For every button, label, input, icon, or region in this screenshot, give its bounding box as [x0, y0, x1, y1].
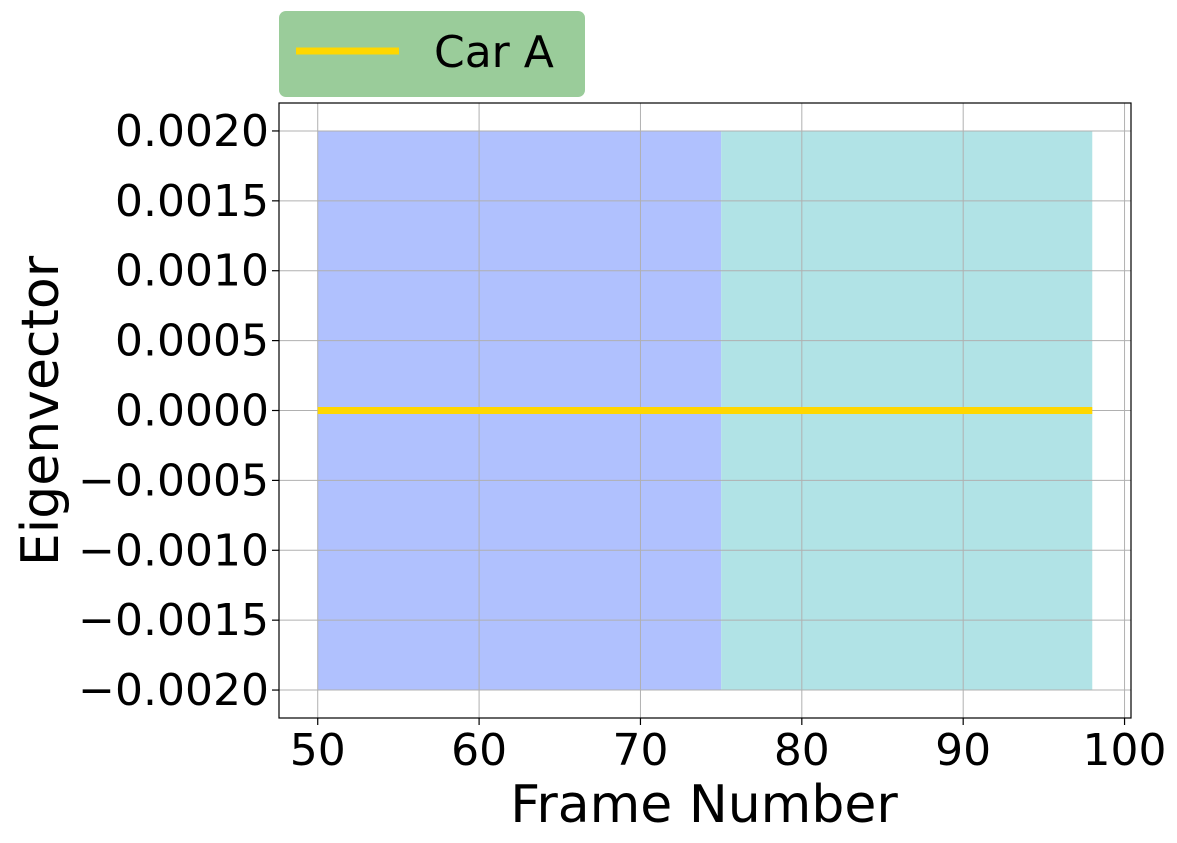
y-tick-label: −0.0005: [78, 455, 269, 506]
legend-label-car-a: Car A: [434, 27, 554, 78]
y-tick-label: 0.0015: [115, 176, 269, 227]
y-tick-label: 0.0010: [115, 246, 269, 297]
x-tick-label: 70: [612, 725, 668, 776]
x-axis-ticks: 50 60 70 80 90 100: [290, 718, 1167, 776]
y-tick-label: −0.0010: [78, 525, 269, 576]
y-axis-ticks: 0.0020 0.0015 0.0010 0.0005 0.0000 −0.0005 −0.…: [78, 106, 279, 716]
y-tick-label: −0.0020: [78, 665, 269, 716]
x-tick-label: 90: [935, 725, 991, 776]
y-axis-label: Eigenvector: [11, 255, 71, 566]
x-axis-label: Frame Number: [510, 775, 898, 835]
y-tick-label: −0.0015: [78, 595, 269, 646]
legend-box: [279, 11, 585, 97]
legend: Car A: [279, 11, 585, 97]
y-tick-label: 0.0020: [115, 106, 269, 157]
x-tick-label: 80: [774, 725, 830, 776]
y-tick-label: 0.0000: [115, 386, 269, 437]
y-tick-label: 0.0005: [115, 316, 269, 367]
x-tick-label: 100: [1083, 725, 1167, 776]
x-tick-label: 50: [290, 725, 346, 776]
x-tick-label: 60: [451, 725, 507, 776]
